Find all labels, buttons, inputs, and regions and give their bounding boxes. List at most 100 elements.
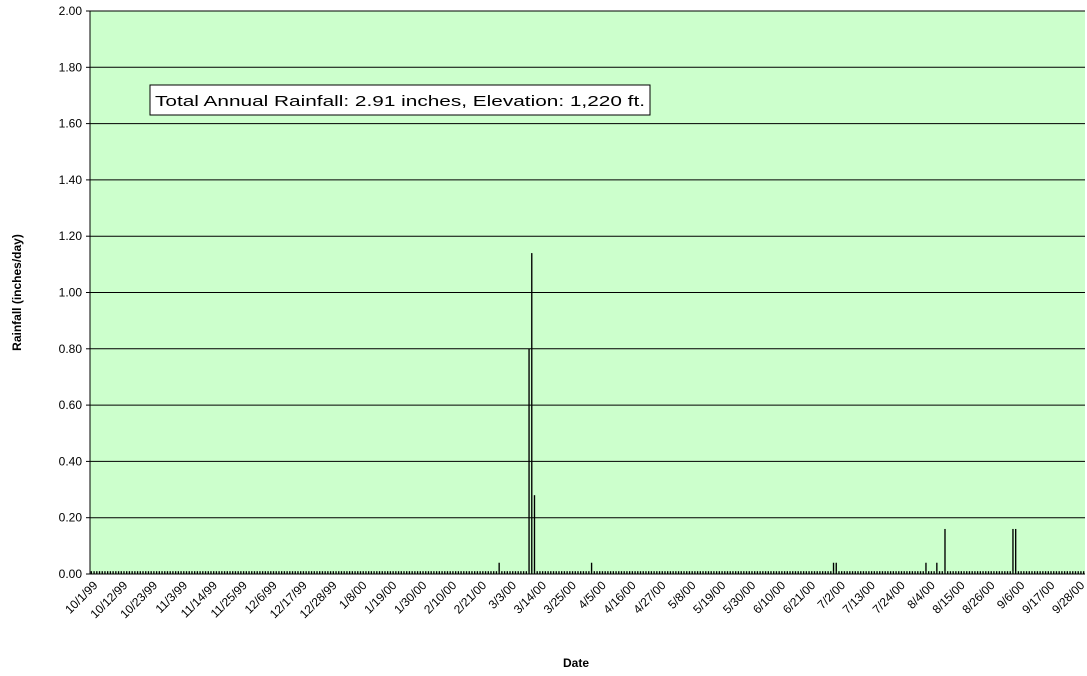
rainfall-bar	[425, 571, 427, 574]
rainfall-bar	[949, 571, 952, 574]
rainfall-bar	[906, 571, 908, 574]
rainfall-bar	[1069, 571, 1071, 574]
rainfall-bar	[680, 571, 682, 574]
rainfall-bar	[917, 571, 919, 574]
rainfall-bar	[892, 571, 895, 574]
rainfall-bar	[270, 571, 272, 574]
rainfall-bar	[631, 571, 634, 574]
rainfall-bar	[705, 571, 707, 574]
rainfall-bar	[180, 571, 182, 574]
rainfall-bar	[319, 571, 321, 574]
rainfall-bar	[427, 571, 430, 574]
rainfall-bar	[841, 571, 843, 574]
rainfall-bar	[650, 571, 653, 574]
rainfall-bar	[106, 571, 109, 574]
rainfall-bar	[177, 571, 180, 574]
rainfall-bar	[280, 571, 283, 574]
rainfall-bar	[471, 571, 473, 574]
rainfall-bar	[422, 571, 424, 574]
rainfall-bar	[373, 571, 375, 574]
rainfall-bar	[321, 571, 324, 574]
y-tick-label: 1.00	[59, 286, 83, 300]
rainfall-bar	[531, 253, 533, 574]
rainfall-bar	[528, 348, 530, 574]
rainfall-bar	[748, 571, 750, 574]
rainfall-bar	[865, 571, 867, 574]
rainfall-bar	[174, 571, 177, 574]
rainfall-bar	[781, 571, 783, 574]
rainfall-bar	[794, 571, 797, 574]
rainfall-bar	[248, 571, 250, 574]
rainfall-bar	[199, 571, 201, 574]
rainfall-bar	[675, 571, 677, 574]
rainfall-bar	[596, 571, 598, 574]
rainfall-bar	[604, 571, 606, 574]
rainfall-bar	[710, 571, 712, 574]
rainfall-bar	[343, 571, 345, 574]
rainfall-bar	[860, 571, 862, 574]
rainfall-bar	[563, 571, 566, 574]
rainfall-bar	[359, 571, 362, 574]
rainfall-bar	[1047, 571, 1049, 574]
rainfall-bar	[202, 571, 204, 574]
rainfall-bar	[601, 571, 604, 574]
rainfall-bar	[452, 571, 454, 574]
rainfall-bar	[291, 571, 294, 574]
rainfall-bar	[313, 571, 315, 574]
rainfall-bar	[240, 571, 242, 574]
rainfall-bar	[487, 571, 489, 574]
rainfall-bar	[1077, 571, 1079, 574]
rainfall-bar	[340, 571, 343, 574]
rainfall-bar	[433, 571, 435, 574]
rainfall-bar	[696, 571, 699, 574]
rainfall-bar	[256, 571, 258, 574]
rainfall-bar	[286, 571, 288, 574]
rainfall-bar	[210, 571, 212, 574]
rainfall-bar	[895, 571, 897, 574]
y-tick-label: 0.00	[59, 567, 83, 581]
rainfall-bar	[957, 571, 960, 574]
rainfall-bar	[615, 571, 617, 574]
rainfall-bar	[911, 571, 914, 574]
rainfall-bar	[153, 571, 155, 574]
rainfall-bar	[555, 571, 557, 574]
rainfall-bar	[1001, 571, 1003, 574]
rainfall-bar	[272, 571, 275, 574]
rainfall-bar	[419, 571, 421, 574]
rainfall-bar	[658, 571, 661, 574]
rainfall-bar	[707, 571, 710, 574]
rainfall-bar	[699, 571, 701, 574]
rainfall-bar	[827, 571, 829, 574]
rainfall-bar	[164, 571, 166, 574]
rainfall-bar	[191, 571, 193, 574]
rainfall-bar	[547, 571, 549, 574]
rainfall-bar	[832, 562, 835, 574]
rainfall-bar	[947, 571, 949, 574]
rainfall-bar	[1004, 571, 1006, 574]
rainfall-bar	[376, 571, 378, 574]
rainfall-bar	[131, 571, 133, 574]
rainfall-bar	[403, 571, 405, 574]
rainfall-bar	[792, 571, 794, 574]
rainfall-bar	[647, 571, 650, 574]
y-tick-label: 0.60	[59, 398, 83, 412]
rainfall-bar	[1044, 571, 1047, 574]
rainfall-bar	[362, 571, 364, 574]
rainfall-bar	[903, 571, 905, 574]
rainfall-bar	[533, 495, 536, 574]
rainfall-bar	[990, 571, 992, 574]
rainfall-bar	[302, 571, 305, 574]
rainfall-bar	[261, 571, 264, 574]
rainfall-bar	[993, 571, 995, 574]
rainfall-bar	[185, 571, 188, 574]
rainfall-bar	[378, 571, 381, 574]
rainfall-bar	[590, 562, 593, 574]
rainfall-bar	[740, 571, 742, 574]
rainfall-bar	[395, 571, 397, 574]
rainfall-bar	[498, 562, 500, 574]
rainfall-bar	[503, 571, 506, 574]
rainfall-bar	[536, 571, 538, 574]
rainfall-bar	[813, 571, 816, 574]
rainfall-bar	[724, 571, 726, 574]
rainfall-bar	[857, 571, 859, 574]
